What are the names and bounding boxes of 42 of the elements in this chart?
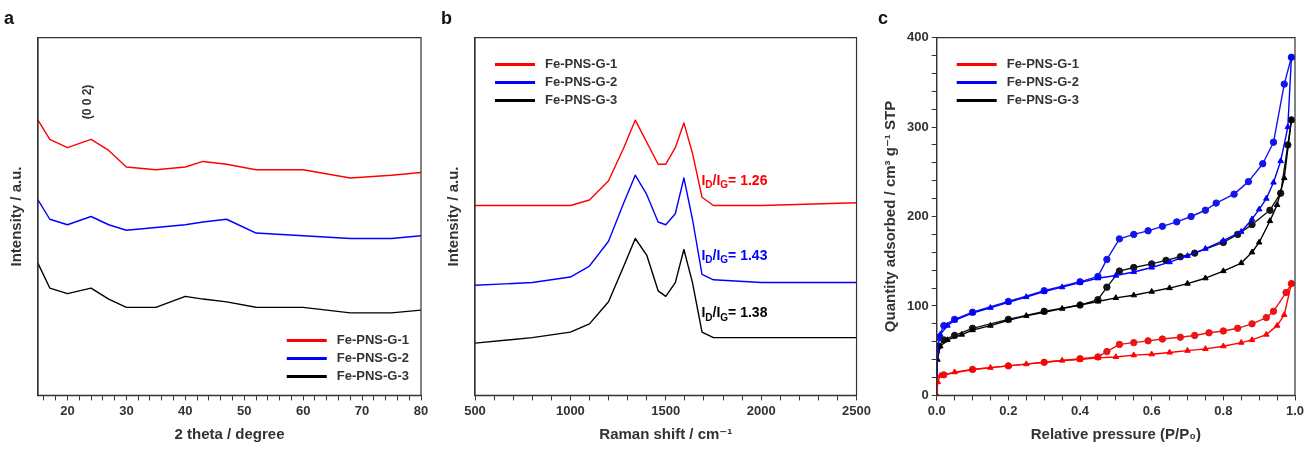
x-tick-label: 0.0 [927, 402, 946, 418]
x-tick-label: 60 [295, 402, 311, 418]
chart-title: c [878, 7, 889, 28]
x-tick-label: 1000 [555, 402, 585, 418]
text: (0 0 2) [80, 84, 95, 120]
y-tick-label: 0 [921, 386, 929, 402]
legend-label: Fe-PNS-G-2 [1006, 74, 1079, 90]
chart-title: b [441, 7, 452, 28]
legend-label: Fe-PNS-G-3 [545, 92, 618, 108]
legend-label: Fe-PNS-G-1 [336, 331, 409, 347]
y-tick-label: 400 [906, 29, 929, 45]
y-tick-label: 300 [906, 118, 929, 134]
y-axis-title: Intensity / a.u. [444, 166, 462, 267]
y-tick-label: 200 [906, 208, 929, 224]
x-tick-label: 2000 [746, 402, 776, 418]
x-axis-title: Raman shift / cm⁻¹ [599, 425, 733, 443]
y-tick-label: 100 [906, 297, 929, 313]
legend-label: Fe-PNS-G-3 [336, 367, 409, 383]
x-tick-label: 2500 [842, 402, 871, 418]
y-axis-title: Intensity / a.u. [7, 166, 25, 267]
x-tick-label: 1500 [651, 402, 681, 418]
x-tick-label: 30 [119, 402, 134, 418]
x-tick-label: 20 [60, 402, 75, 418]
x-tick-label: 40 [178, 402, 193, 418]
legend-label: Fe-PNS-G-1 [1006, 56, 1079, 72]
x-axis-title: Relative pressure (P/P₀) [1030, 425, 1201, 443]
chart-title: a [4, 7, 15, 28]
x-tick-label: 70 [354, 402, 370, 418]
x-tick-label: 500 [464, 402, 486, 418]
x-tick-label: 50 [237, 402, 252, 418]
y-axis-title: Quantity adsorbed / cm³ g⁻¹ STP [881, 100, 899, 333]
x-tick-label: 0.6 [1142, 402, 1161, 418]
legend-label: Fe-PNS-G-1 [545, 56, 618, 72]
x-tick-label: 80 [413, 402, 429, 418]
legend-label: Fe-PNS-G-3 [1006, 92, 1079, 108]
legend-label: Fe-PNS-G-2 [545, 74, 618, 90]
x-tick-label: 0.8 [1214, 402, 1233, 418]
legend-label: Fe-PNS-G-2 [336, 349, 409, 365]
x-tick-label: 0.4 [1070, 402, 1090, 418]
x-tick-label: 0.2 [999, 402, 1018, 418]
x-axis-title: 2 theta / degree [174, 425, 285, 443]
x-tick-label: 1.0 [1285, 402, 1305, 418]
